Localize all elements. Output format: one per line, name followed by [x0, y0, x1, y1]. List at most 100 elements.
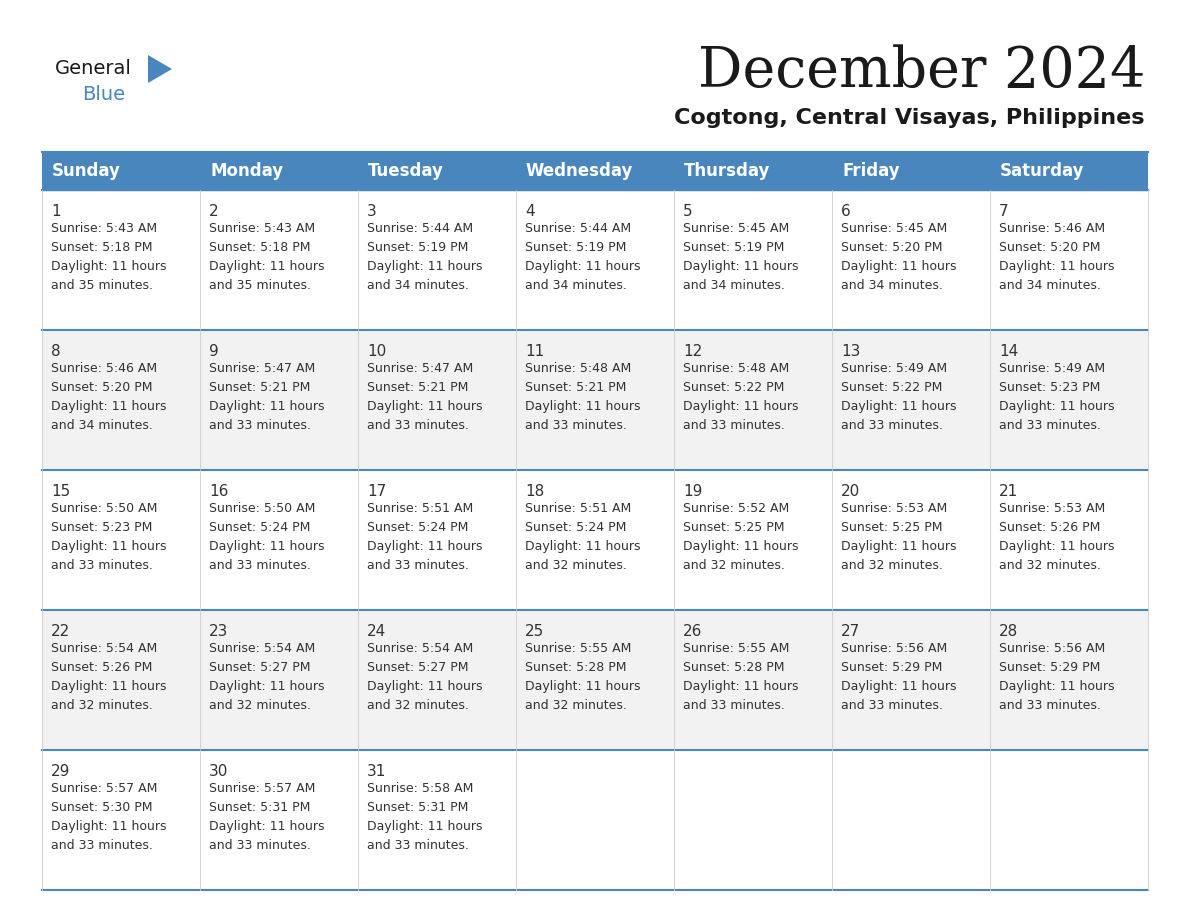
Text: and 34 minutes.: and 34 minutes.: [367, 279, 469, 292]
Text: Sunrise: 5:53 AM: Sunrise: 5:53 AM: [841, 502, 947, 515]
Text: Sunset: 5:27 PM: Sunset: 5:27 PM: [367, 661, 468, 674]
Text: Sunset: 5:31 PM: Sunset: 5:31 PM: [209, 801, 310, 814]
Text: 29: 29: [51, 764, 70, 779]
Text: Sunset: 5:30 PM: Sunset: 5:30 PM: [51, 801, 152, 814]
Text: Sunset: 5:23 PM: Sunset: 5:23 PM: [999, 381, 1100, 394]
Text: 26: 26: [683, 624, 702, 639]
Text: Sunrise: 5:46 AM: Sunrise: 5:46 AM: [999, 222, 1105, 235]
Text: 3: 3: [367, 204, 377, 219]
Text: December 2024: December 2024: [697, 45, 1145, 99]
Text: Daylight: 11 hours: Daylight: 11 hours: [525, 260, 640, 273]
Text: Sunrise: 5:43 AM: Sunrise: 5:43 AM: [209, 222, 315, 235]
Text: Sunrise: 5:45 AM: Sunrise: 5:45 AM: [683, 222, 789, 235]
Text: and 33 minutes.: and 33 minutes.: [209, 839, 311, 852]
Text: Daylight: 11 hours: Daylight: 11 hours: [683, 260, 798, 273]
Text: Daylight: 11 hours: Daylight: 11 hours: [209, 400, 324, 413]
Text: Sunset: 5:26 PM: Sunset: 5:26 PM: [999, 521, 1100, 534]
Text: Sunset: 5:27 PM: Sunset: 5:27 PM: [209, 661, 310, 674]
Text: Sunrise: 5:56 AM: Sunrise: 5:56 AM: [999, 642, 1105, 655]
Bar: [42, 470, 1148, 610]
Text: Sunset: 5:24 PM: Sunset: 5:24 PM: [367, 521, 468, 534]
Text: Sunset: 5:19 PM: Sunset: 5:19 PM: [367, 241, 468, 254]
Text: and 33 minutes.: and 33 minutes.: [367, 839, 469, 852]
Text: and 34 minutes.: and 34 minutes.: [999, 279, 1101, 292]
Text: 19: 19: [683, 484, 702, 499]
Text: Sunset: 5:25 PM: Sunset: 5:25 PM: [683, 521, 784, 534]
Text: Daylight: 11 hours: Daylight: 11 hours: [683, 540, 798, 553]
Text: Sunset: 5:18 PM: Sunset: 5:18 PM: [209, 241, 310, 254]
Text: and 33 minutes.: and 33 minutes.: [51, 839, 153, 852]
Text: 18: 18: [525, 484, 544, 499]
Text: and 33 minutes.: and 33 minutes.: [525, 419, 627, 432]
Text: Sunrise: 5:57 AM: Sunrise: 5:57 AM: [51, 782, 157, 795]
Text: Daylight: 11 hours: Daylight: 11 hours: [999, 680, 1114, 693]
Text: Sunset: 5:24 PM: Sunset: 5:24 PM: [525, 521, 626, 534]
Text: Sunset: 5:18 PM: Sunset: 5:18 PM: [51, 241, 152, 254]
Polygon shape: [148, 55, 172, 83]
Text: Sunrise: 5:45 AM: Sunrise: 5:45 AM: [841, 222, 947, 235]
Text: Sunset: 5:25 PM: Sunset: 5:25 PM: [841, 521, 942, 534]
Bar: [42, 610, 1148, 750]
Text: Sunset: 5:31 PM: Sunset: 5:31 PM: [367, 801, 468, 814]
Text: Blue: Blue: [82, 85, 125, 105]
Text: and 33 minutes.: and 33 minutes.: [51, 559, 153, 572]
Text: Sunrise: 5:58 AM: Sunrise: 5:58 AM: [367, 782, 473, 795]
Text: 5: 5: [683, 204, 693, 219]
Text: Daylight: 11 hours: Daylight: 11 hours: [209, 820, 324, 833]
Text: Sunset: 5:20 PM: Sunset: 5:20 PM: [999, 241, 1100, 254]
Text: and 34 minutes.: and 34 minutes.: [525, 279, 627, 292]
Text: 27: 27: [841, 624, 860, 639]
Text: Sunset: 5:20 PM: Sunset: 5:20 PM: [841, 241, 942, 254]
Text: and 33 minutes.: and 33 minutes.: [367, 419, 469, 432]
Text: and 35 minutes.: and 35 minutes.: [209, 279, 311, 292]
Text: Sunset: 5:23 PM: Sunset: 5:23 PM: [51, 521, 152, 534]
Text: 20: 20: [841, 484, 860, 499]
Text: Daylight: 11 hours: Daylight: 11 hours: [841, 680, 956, 693]
Text: and 32 minutes.: and 32 minutes.: [51, 699, 153, 712]
Text: Sunrise: 5:54 AM: Sunrise: 5:54 AM: [51, 642, 157, 655]
Text: and 34 minutes.: and 34 minutes.: [683, 279, 785, 292]
Text: Sunset: 5:28 PM: Sunset: 5:28 PM: [525, 661, 626, 674]
Text: 17: 17: [367, 484, 386, 499]
Text: Daylight: 11 hours: Daylight: 11 hours: [367, 400, 482, 413]
Text: Monday: Monday: [210, 162, 283, 180]
Text: and 33 minutes.: and 33 minutes.: [367, 559, 469, 572]
Text: Sunrise: 5:53 AM: Sunrise: 5:53 AM: [999, 502, 1105, 515]
Text: Sunrise: 5:47 AM: Sunrise: 5:47 AM: [209, 362, 315, 375]
Text: 28: 28: [999, 624, 1018, 639]
Text: 23: 23: [209, 624, 228, 639]
Text: 11: 11: [525, 344, 544, 359]
Text: 9: 9: [209, 344, 219, 359]
Text: 31: 31: [367, 764, 386, 779]
Text: Sunrise: 5:50 AM: Sunrise: 5:50 AM: [51, 502, 157, 515]
Text: Daylight: 11 hours: Daylight: 11 hours: [209, 260, 324, 273]
Text: Thursday: Thursday: [684, 162, 770, 180]
Text: and 33 minutes.: and 33 minutes.: [841, 699, 943, 712]
Text: Sunrise: 5:43 AM: Sunrise: 5:43 AM: [51, 222, 157, 235]
Text: Sunset: 5:21 PM: Sunset: 5:21 PM: [367, 381, 468, 394]
Text: Sunrise: 5:50 AM: Sunrise: 5:50 AM: [209, 502, 315, 515]
Text: Daylight: 11 hours: Daylight: 11 hours: [367, 540, 482, 553]
Text: Sunrise: 5:44 AM: Sunrise: 5:44 AM: [525, 222, 631, 235]
Text: Sunset: 5:20 PM: Sunset: 5:20 PM: [51, 381, 152, 394]
Text: and 33 minutes.: and 33 minutes.: [683, 419, 785, 432]
Text: Daylight: 11 hours: Daylight: 11 hours: [51, 540, 166, 553]
Text: and 33 minutes.: and 33 minutes.: [841, 419, 943, 432]
Text: Daylight: 11 hours: Daylight: 11 hours: [51, 820, 166, 833]
Text: 10: 10: [367, 344, 386, 359]
Text: Sunset: 5:22 PM: Sunset: 5:22 PM: [683, 381, 784, 394]
Text: Sunrise: 5:49 AM: Sunrise: 5:49 AM: [999, 362, 1105, 375]
Text: Sunrise: 5:46 AM: Sunrise: 5:46 AM: [51, 362, 157, 375]
Text: Sunrise: 5:57 AM: Sunrise: 5:57 AM: [209, 782, 315, 795]
Text: 30: 30: [209, 764, 228, 779]
Bar: [42, 750, 1148, 890]
Text: Friday: Friday: [842, 162, 899, 180]
Text: Daylight: 11 hours: Daylight: 11 hours: [51, 680, 166, 693]
Text: Daylight: 11 hours: Daylight: 11 hours: [525, 680, 640, 693]
Text: and 34 minutes.: and 34 minutes.: [51, 419, 153, 432]
Text: Sunrise: 5:51 AM: Sunrise: 5:51 AM: [367, 502, 473, 515]
Text: Daylight: 11 hours: Daylight: 11 hours: [367, 820, 482, 833]
Text: 14: 14: [999, 344, 1018, 359]
Text: Sunrise: 5:55 AM: Sunrise: 5:55 AM: [683, 642, 789, 655]
Text: Sunset: 5:29 PM: Sunset: 5:29 PM: [999, 661, 1100, 674]
